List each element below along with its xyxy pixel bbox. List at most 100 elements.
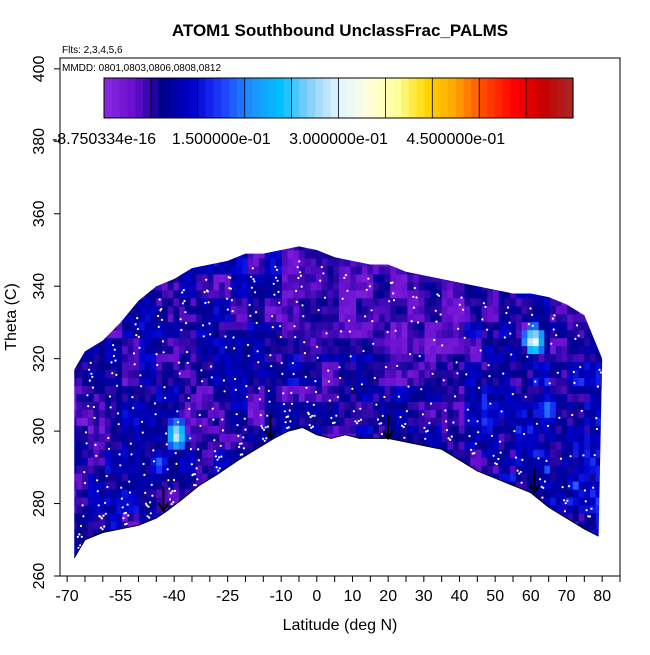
- heatmap-cell: [390, 536, 397, 546]
- flight-trace-point: [82, 515, 85, 518]
- heatmap-cell: [76, 377, 83, 386]
- heatmap-cell: [144, 321, 152, 331]
- heatmap-cell: [527, 321, 534, 331]
- heatmap-cell: [344, 544, 351, 554]
- heatmap-cell: [396, 329, 403, 339]
- flight-trace-point: [150, 483, 153, 486]
- colorbar-swatch: [229, 78, 238, 118]
- heatmap-cell: [179, 513, 186, 522]
- heatmap-cell: [299, 353, 306, 363]
- heatmap-cell: [270, 528, 277, 538]
- heatmap-cell: [601, 441, 603, 450]
- heatmap-cell: [74, 433, 77, 442]
- heatmap-cell: [338, 513, 346, 522]
- heatmap-cell: [304, 465, 311, 474]
- heatmap-cell: [270, 513, 277, 522]
- heatmap-cell: [590, 265, 597, 275]
- heatmap-cell: [156, 473, 163, 482]
- heatmap-cell: [93, 246, 100, 251]
- heatmap-cell: [150, 513, 157, 522]
- heatmap-cell: [344, 520, 351, 530]
- heatmap-cell: [567, 489, 574, 498]
- heatmap-cell: [87, 497, 94, 506]
- heatmap-cell: [510, 441, 517, 450]
- heatmap-cell: [384, 505, 391, 514]
- heatmap-cell: [276, 409, 283, 418]
- heatmap-cell: [470, 273, 477, 283]
- heatmap-cell: [276, 473, 283, 482]
- heatmap-cell: [316, 497, 323, 506]
- heatmap-cell: [567, 441, 574, 450]
- heatmap-cell: [150, 433, 157, 442]
- heatmap-cell: [173, 425, 180, 434]
- flight-trace-point: [561, 486, 564, 489]
- heatmap-cell: [321, 393, 328, 402]
- heatmap-cell: [110, 401, 117, 410]
- heatmap-cell: [287, 265, 294, 275]
- heatmap-cell: [441, 250, 448, 259]
- plot-frame: [59, 57, 621, 577]
- heatmap-cell: [413, 297, 420, 307]
- heatmap-cell: [424, 353, 431, 363]
- flight-trace-point: [106, 485, 109, 489]
- heatmap-cell: [475, 425, 483, 434]
- heatmap-cell: [202, 273, 209, 283]
- heatmap-cell: [304, 297, 311, 307]
- flight-trace-point: [341, 297, 344, 300]
- heatmap-cell: [590, 520, 597, 530]
- heatmap-cell: [578, 297, 585, 307]
- heatmap-cell: [236, 321, 243, 331]
- heatmap-cell: [555, 273, 562, 283]
- flight-trace-point: [319, 279, 322, 282]
- heatmap-cell: [356, 265, 363, 275]
- heatmap-cell: [82, 329, 89, 339]
- heatmap-cell: [321, 457, 328, 466]
- heatmap-cell: [344, 425, 351, 434]
- flight-trace-point: [207, 301, 210, 304]
- heatmap-cell: [173, 401, 180, 410]
- heatmap-cell: [384, 329, 391, 339]
- colorbar-swatch: [354, 78, 363, 118]
- heatmap-cell: [259, 489, 266, 498]
- heatmap-cell: [338, 337, 346, 347]
- heatmap-cell: [316, 393, 323, 402]
- heatmap-cell: [247, 250, 254, 259]
- heatmap-cell: [122, 544, 129, 554]
- heatmap-cell: [401, 552, 408, 558]
- heatmap-cell: [76, 528, 83, 538]
- heatmap-cell: [470, 321, 477, 331]
- heatmap-cell: [74, 265, 77, 275]
- heatmap-cell: [595, 265, 602, 275]
- heatmap-cell: [144, 345, 152, 355]
- heatmap-cell: [127, 465, 134, 474]
- heatmap-cell: [378, 393, 386, 402]
- heatmap-cell: [287, 536, 294, 546]
- heatmap-cell: [550, 329, 557, 339]
- heatmap-cell: [293, 345, 300, 355]
- heatmap-cell: [241, 385, 249, 394]
- heatmap-cell: [304, 281, 311, 291]
- heatmap-cell: [184, 281, 191, 291]
- heatmap-cell: [184, 250, 191, 259]
- heatmap-cell: [99, 361, 106, 371]
- heatmap-cell: [327, 329, 334, 339]
- heatmap-cell: [407, 321, 414, 331]
- heatmap-cell: [184, 528, 191, 538]
- heatmap-cell: [270, 449, 277, 458]
- heatmap-cell: [396, 513, 403, 522]
- heatmap-cell: [601, 250, 603, 259]
- flight-trace-point: [325, 332, 328, 335]
- heatmap-cell: [110, 505, 117, 514]
- heatmap-cell: [493, 520, 500, 530]
- heatmap-cell: [538, 457, 545, 466]
- heatmap-cell: [196, 425, 203, 434]
- heatmap-cell: [213, 353, 220, 363]
- heatmap-cell: [590, 433, 597, 442]
- heatmap-cell: [584, 393, 591, 402]
- heatmap-cell: [162, 377, 169, 386]
- flight-trace-point: [166, 468, 169, 471]
- heatmap-cell: [259, 513, 266, 522]
- heatmap-cell: [544, 513, 551, 522]
- heatmap-cell: [367, 401, 374, 410]
- heatmap-cell: [253, 273, 260, 283]
